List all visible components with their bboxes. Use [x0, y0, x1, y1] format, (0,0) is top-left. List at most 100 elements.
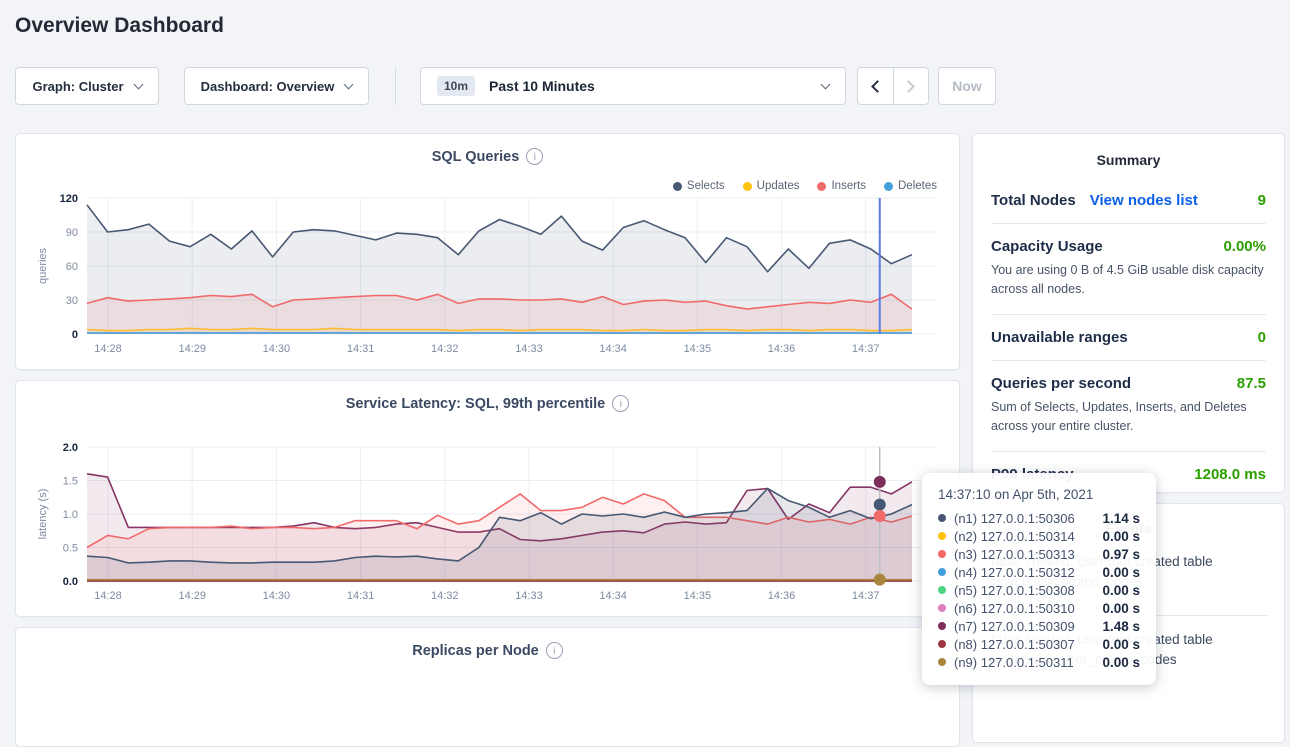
svg-text:14:34: 14:34: [599, 590, 627, 602]
view-nodes-list-link[interactable]: View nodes list: [1089, 192, 1198, 209]
tooltip-node-address: (n6) 127.0.0.1:50310: [954, 600, 1075, 616]
legend-dot-icon: [817, 181, 827, 191]
replicas-per-node-title: Replicas per Node: [412, 642, 539, 659]
graph-scope-label: Graph: Cluster: [32, 78, 124, 94]
svg-text:14:30: 14:30: [263, 343, 291, 355]
legend-item[interactable]: Selects: [672, 180, 725, 192]
tooltip-node-value: 0.97 s: [1102, 546, 1140, 562]
tooltip-timestamp: 14:37:10 on Apr 5th, 2021: [938, 487, 1094, 502]
svg-text:0.0: 0.0: [63, 576, 78, 588]
time-step-button-group: [857, 67, 929, 105]
chevron-left-icon: [871, 79, 884, 93]
info-icon[interactable]: i: [545, 642, 563, 659]
chevron-down-icon: [133, 79, 143, 89]
legend-item[interactable]: Updates: [742, 180, 800, 192]
p99-latency-value: 1208.0 ms: [1194, 465, 1266, 483]
now-button[interactable]: Now: [938, 67, 996, 105]
dashboard-dropdown[interactable]: Dashboard: Overview: [184, 67, 369, 105]
tooltip-node-address: (n3) 127.0.0.1:50313: [954, 546, 1075, 562]
tooltip-node-row: (n5) 127.0.0.1:50308 0.00 s: [938, 581, 1140, 599]
svg-text:14:29: 14:29: [178, 343, 206, 355]
overview-dashboard-page: Overview Dashboard Graph: Cluster Dashbo…: [15, 14, 1285, 747]
svg-text:14:30: 14:30: [263, 590, 291, 602]
svg-text:14:32: 14:32: [431, 343, 459, 355]
tooltip-node-row: (n7) 127.0.0.1:50309 1.48 s: [938, 617, 1140, 635]
capacity-usage-label: Capacity Usage: [991, 238, 1103, 255]
series-color-dot-icon: [938, 658, 946, 666]
tooltip-node-address: (n7) 127.0.0.1:50309: [954, 618, 1075, 634]
graph-scope-dropdown[interactable]: Graph: Cluster: [15, 67, 159, 105]
summary-row-total-nodes: Total Nodes View nodes list 9: [991, 192, 1266, 209]
svg-text:2.0: 2.0: [63, 442, 78, 454]
summary-row-qps: Queries per second 87.5: [991, 375, 1266, 392]
capacity-usage-value: 0.00%: [1223, 238, 1266, 255]
tooltip-node-rows: (n1) 127.0.0.1:50306 1.14 s (n2) 127.0.0.1…: [938, 509, 1140, 671]
qps-label: Queries per second: [991, 374, 1132, 392]
tooltip-node-address: (n5) 127.0.0.1:50308: [954, 582, 1075, 598]
legend-dot-icon: [672, 181, 682, 191]
legend-label: Updates: [756, 180, 800, 192]
series-color-dot-icon: [938, 586, 946, 594]
svg-text:14:28: 14:28: [94, 590, 122, 602]
previous-timespan-button[interactable]: [858, 68, 893, 104]
tooltip-node-row: (n2) 127.0.0.1:50314 0.00 s: [938, 527, 1140, 545]
series-color-dot-icon: [938, 514, 946, 522]
tooltip-node-row: (n6) 127.0.0.1:50310 0.00 s: [938, 599, 1140, 617]
svg-text:14:33: 14:33: [515, 343, 543, 355]
series-color-dot-icon: [938, 640, 946, 648]
next-timespan-button[interactable]: [892, 68, 928, 104]
dashboard-label: Dashboard: Overview: [200, 78, 335, 94]
legend-dot-icon: [884, 181, 893, 191]
service-latency-title: Service Latency: SQL, 99th percentile: [345, 395, 606, 412]
info-icon[interactable]: i: [526, 148, 544, 165]
time-range-dropdown[interactable]: 10m Past 10 Minutes: [420, 67, 846, 105]
summary-row-capacity: Capacity Usage 0.00%: [991, 238, 1266, 255]
unavailable-ranges-label: Unavailable ranges: [991, 328, 1128, 346]
chevron-right-icon: [902, 79, 916, 93]
svg-text:14:37: 14:37: [852, 590, 880, 602]
svg-text:1.0: 1.0: [63, 509, 78, 521]
sql-queries-chart[interactable]: 0 30 60 90 120 14:28 14:29 14:30 14:31 14:32 14:33…: [32, 190, 945, 360]
svg-text:latency (s): latency (s): [37, 489, 49, 540]
series-color-dot-icon: [938, 550, 946, 558]
tooltip-node-value: 1.14 s: [1102, 510, 1140, 526]
tooltip-node-value: 0.00 s: [1102, 528, 1140, 544]
legend-item[interactable]: Inserts: [817, 180, 866, 192]
tooltip-node-value: 0.00 s: [1102, 582, 1140, 598]
series-color-dot-icon: [938, 532, 946, 540]
series-color-dot-icon: [938, 604, 946, 612]
svg-text:14:35: 14:35: [684, 590, 712, 602]
divider: [991, 313, 1266, 315]
tooltip-node-value: 0.00 s: [1102, 636, 1140, 652]
controls-divider: [395, 67, 396, 105]
total-nodes-value: 9: [1257, 192, 1266, 209]
tooltip-node-value: 0.00 s: [1102, 654, 1140, 670]
svg-text:14:33: 14:33: [515, 590, 543, 602]
replicas-per-node-card: Replicas per Node i: [15, 627, 960, 747]
service-latency-chart[interactable]: 0.0 0.5 1.0 1.5 2.0 14:28 14:29 14:30 14:31 14:32…: [32, 437, 945, 607]
svg-text:90: 90: [66, 227, 78, 239]
tooltip-node-address: (n9) 127.0.0.1:50311: [954, 654, 1074, 670]
svg-text:0.5: 0.5: [63, 543, 78, 555]
svg-text:60: 60: [66, 261, 78, 273]
legend-label: Deletes: [898, 180, 937, 192]
time-range-label: Past 10 Minutes: [489, 78, 595, 94]
chevron-down-icon: [820, 79, 831, 89]
tooltip-node-address: (n8) 127.0.0.1:50307: [954, 636, 1075, 652]
svg-text:14:28: 14:28: [94, 343, 122, 355]
sql-queries-legend: Selects Updates Inserts Deletes: [672, 180, 937, 192]
legend-item[interactable]: Deletes: [884, 180, 937, 192]
svg-text:14:35: 14:35: [684, 343, 712, 355]
svg-text:14:37: 14:37: [852, 343, 880, 355]
tooltip-node-row: (n9) 127.0.0.1:50311 0.00 s: [938, 653, 1140, 671]
tooltip-node-address: (n1) 127.0.0.1:50306: [954, 510, 1075, 526]
total-nodes-label: Total Nodes: [991, 192, 1076, 209]
series-color-dot-icon: [938, 622, 946, 630]
tooltip-node-address: (n2) 127.0.0.1:50314: [954, 528, 1075, 544]
svg-text:queries: queries: [37, 247, 49, 284]
service-latency-card: Service Latency: SQL, 99th percentile i …: [15, 380, 960, 617]
legend-label: Inserts: [831, 180, 866, 192]
info-icon[interactable]: i: [612, 395, 630, 412]
svg-text:30: 30: [66, 295, 78, 307]
svg-text:14:34: 14:34: [599, 343, 627, 355]
